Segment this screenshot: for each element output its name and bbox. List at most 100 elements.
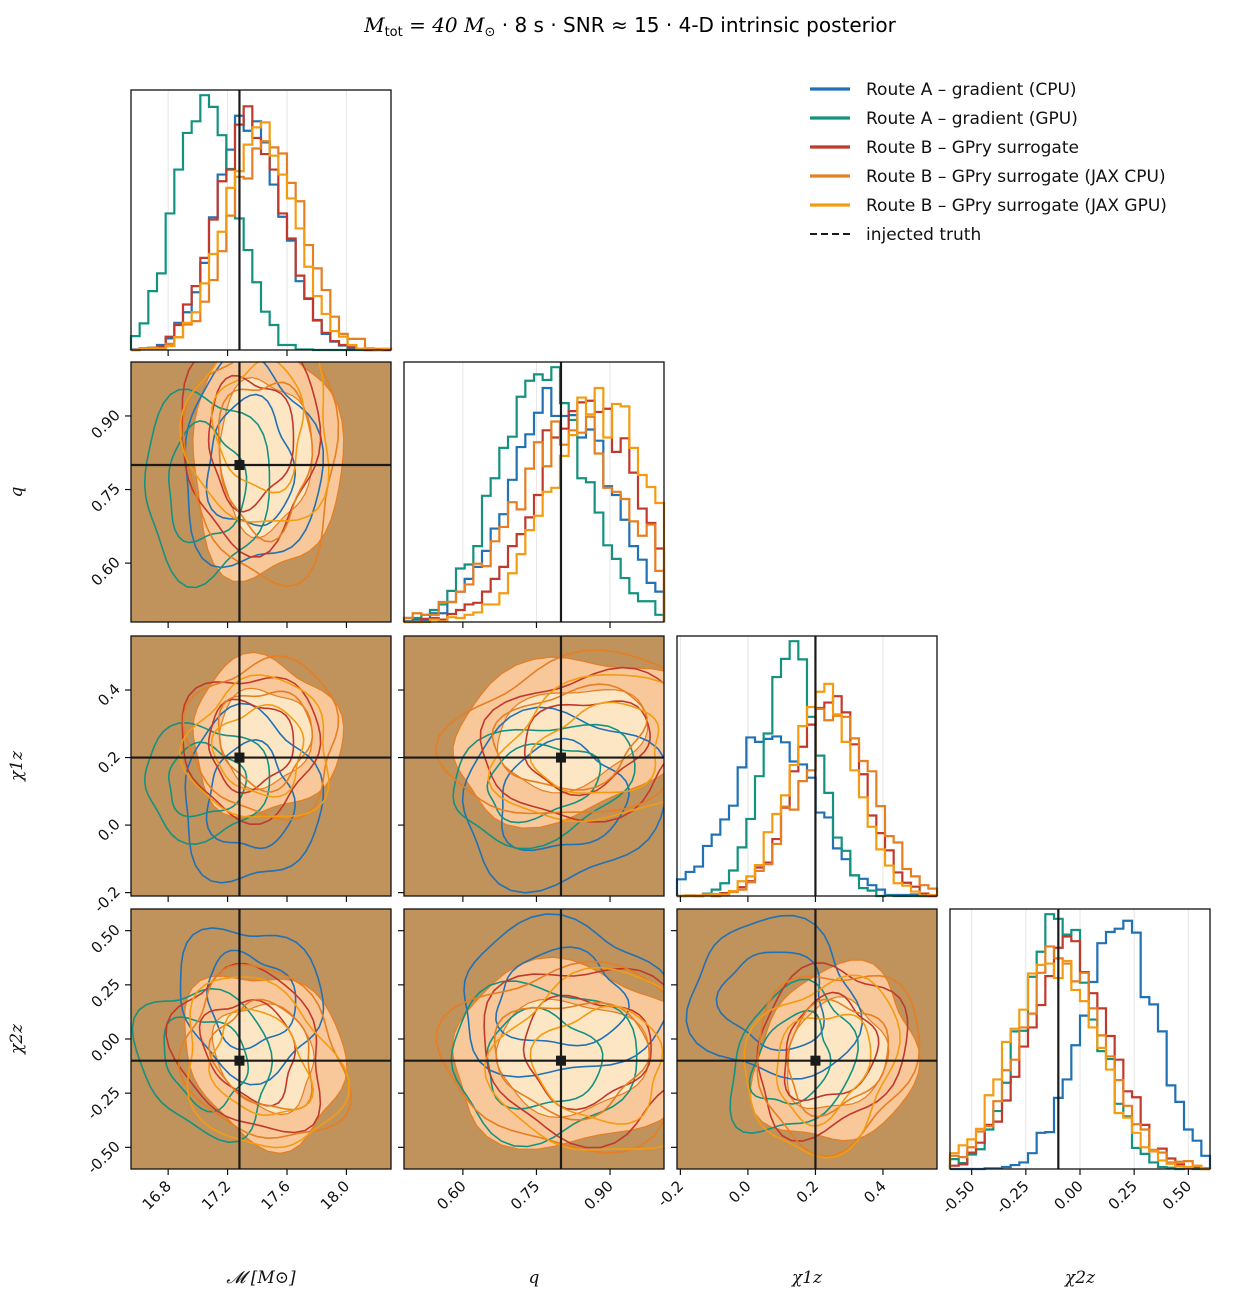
contour-series-2-level-1: [163, 1016, 250, 1113]
x-tick-label-chi2z: 0.25: [1105, 1177, 1141, 1213]
contour-series-3-level-2: [756, 962, 909, 1142]
truth-marker: [555, 1055, 566, 1066]
legend-label-6: injected truth: [866, 225, 981, 245]
hist-chi2z-series-5: [948, 959, 1210, 1171]
diag-panel-chi2z: [948, 908, 1212, 1175]
contour-series-1-level-2: [179, 927, 325, 1086]
truth-marker: [555, 752, 566, 763]
panel-mc-vs-chi2z: [125, 908, 392, 1175]
contour-series-1-level-2: [184, 702, 324, 884]
diag-frame-chi1z: [676, 635, 938, 897]
y-tick-label-chi2z: -0.25: [84, 1083, 124, 1123]
panel-contours: [434, 649, 664, 894]
diag-frame-mc: [130, 89, 392, 351]
x-tick-label-q: 0.75: [507, 1177, 543, 1213]
contour-series-5-level-1: [529, 701, 660, 795]
contour-series-3-level-2: [479, 666, 664, 823]
y-tick-label-q: 0.90: [87, 406, 123, 442]
contour-series-2-level-2: [143, 388, 271, 589]
hist-chi2z-series-2: [948, 913, 1210, 1171]
x-tick-label-mc: 17.2: [198, 1177, 234, 1213]
diag-panel-q: [402, 361, 666, 628]
y-tick-label-chi2z: 0.50: [87, 921, 123, 957]
contour-series-4-level-1: [217, 381, 314, 543]
x-tick-label-chi1z: 0.2: [793, 1177, 823, 1207]
x-tick-label-mc: 17.6: [257, 1177, 293, 1213]
y-tick-label-chi1z: -0.2: [90, 883, 123, 916]
legend: Route A – gradient (CPU) Route A – gradie…: [810, 80, 1167, 245]
panel-frame: [403, 635, 665, 897]
x-tick-label-q: 0.90: [581, 1177, 617, 1213]
contour-series-4-level-2: [178, 963, 353, 1140]
legend-label-2: Route A – gradient (GPU): [866, 109, 1078, 129]
contour-series-5-level-2: [178, 674, 330, 818]
contour-series-1-level-2: [463, 913, 664, 1078]
truth-marker: [234, 1055, 245, 1066]
hist-q-series-5: [404, 386, 666, 624]
contour-series-5-level-2: [186, 976, 350, 1149]
contour-series-5-level-1: [529, 1004, 664, 1125]
panel-contours: [685, 914, 921, 1159]
contour-series-2-level-2: [143, 722, 271, 846]
contour-series-3-level-2: [483, 967, 664, 1149]
x-tick-label-chi1z: 0.4: [860, 1177, 890, 1207]
contour-series-5-level-2: [483, 966, 664, 1151]
diag-panel-mc: [129, 89, 393, 356]
contour-series-1-level-2: [685, 914, 864, 1080]
y-axis-label-chi2z: χ2z: [7, 1023, 27, 1055]
diag-frame-q: [403, 361, 665, 623]
title-m: M: [363, 13, 385, 37]
contour-series-2-level-1: [167, 741, 248, 818]
contour-series-4-level-2: [435, 960, 664, 1154]
contour-series-3-level-2: [165, 962, 322, 1134]
title-mass: = 40 M: [403, 13, 485, 37]
y-tick-label-chi1z: 0.2: [94, 748, 124, 778]
panel-contours: [435, 913, 664, 1154]
panels-layer: 0.60 0.75 0.90 q -0.2 0.0 0.2 0.4 χ1z -0.50 -0.25 0…: [7, 89, 1212, 1288]
y-axis-label-chi1z: χ1z: [7, 750, 27, 782]
x-axis-label-chi2z: χ2z: [1064, 1268, 1096, 1288]
hist-chi2z-series-4: [948, 945, 1210, 1171]
panel-mc-vs-q: [125, 361, 392, 628]
panel-frame: [130, 361, 392, 623]
contour-series-4-level-1: [786, 998, 890, 1118]
contour-series-2-level-2: [452, 723, 636, 850]
contour-series-5-level-2: [178, 362, 330, 523]
x-axis-label-chi1z: χ1z: [791, 1268, 823, 1288]
contour-series-5-level-1: [210, 703, 305, 798]
hist-q-series-4: [402, 415, 666, 622]
truth-marker: [810, 1055, 821, 1066]
panel-contours: [143, 362, 345, 589]
panel-contours: [131, 927, 353, 1154]
x-tick-label-chi1z: -0.2: [654, 1177, 687, 1210]
truth-marker: [234, 752, 245, 763]
y-axis-label-q: q: [7, 486, 27, 497]
contour-series-4-level-1: [217, 690, 314, 793]
hist-q-series-3: [404, 399, 666, 624]
legend-label-1: Route A – gradient (CPU): [866, 80, 1077, 100]
contour-series-1-level-1: [501, 737, 630, 852]
y-tick-label-chi2z: 0.00: [87, 1029, 123, 1065]
contour-series-3-level-1: [198, 998, 297, 1107]
diag-panel-chi1z: [675, 635, 939, 902]
y-tick-label-chi2z: 0.25: [87, 975, 123, 1011]
panel-q-vs-chi1z: [398, 635, 665, 902]
title-sun-symbol: ⊙: [485, 25, 496, 40]
x-tick-label-chi2z: 0.00: [1050, 1177, 1086, 1213]
x-tick-label-q: 0.60: [433, 1177, 469, 1213]
contour-series-5-level-2: [487, 673, 664, 823]
truth-marker: [234, 460, 245, 471]
contour-series-3-level-1: [207, 698, 295, 794]
contour-series-5-level-1: [775, 1013, 872, 1127]
panel-q-vs-chi2z: [398, 908, 665, 1175]
y-tick-label-chi1z: 0.0: [94, 815, 124, 845]
legend-label-4: Route B – GPry surrogate (JAX CPU): [866, 167, 1166, 187]
panel-mc-vs-chi1z: [125, 635, 392, 902]
title-rest: · 8 s · SNR ≈ 15 · 4-D intrinsic posteri…: [495, 13, 896, 37]
diag-bg-q: [404, 362, 664, 622]
y-tick-label-q: 0.75: [87, 480, 123, 516]
legend-label-5: Route B – GPry surrogate (JAX GPU): [866, 196, 1167, 216]
x-tick-label-chi2z: 0.50: [1159, 1177, 1195, 1213]
